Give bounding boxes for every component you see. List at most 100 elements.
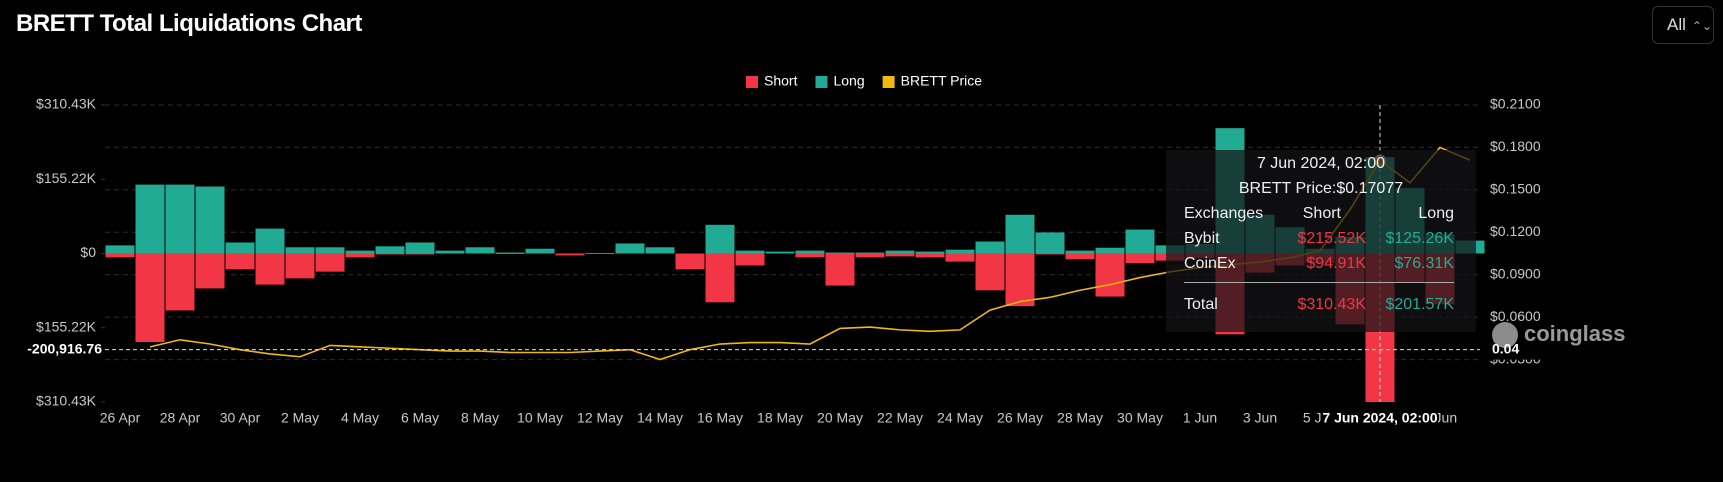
bar	[615, 243, 645, 254]
y-tick-label: $155.22K	[36, 318, 97, 334]
y2-tick-label: $0.1800	[1490, 138, 1541, 154]
bar	[645, 247, 675, 254]
x-tick-label: 10 May	[517, 410, 563, 426]
x-tick-label: 1 Jun	[1183, 410, 1217, 426]
bar	[1035, 253, 1065, 255]
bar	[1125, 229, 1155, 254]
bar	[855, 252, 885, 254]
legend-swatch	[815, 76, 828, 88]
tooltip-long: $76.31K	[1394, 255, 1454, 272]
bar	[945, 253, 975, 262]
bar	[705, 253, 735, 303]
range-dropdown[interactable]: All ⌃⌄	[1652, 6, 1714, 44]
tooltip-price: BRETT Price:$0.17077	[1238, 180, 1404, 197]
bar	[885, 253, 915, 257]
bar	[735, 253, 765, 266]
x-tick-label: 28 Apr	[160, 410, 201, 426]
bar	[105, 253, 135, 258]
crosshair-x-label: 7 Jun 2024, 02:00	[1322, 410, 1437, 426]
legend-swatch	[746, 76, 758, 88]
watermark-logo	[1492, 322, 1518, 348]
bar	[765, 251, 795, 254]
bar	[195, 186, 225, 254]
y-tick-label: $155.22K	[36, 170, 97, 186]
bar	[405, 253, 435, 255]
dropdown-caret[interactable]: ⌃⌄	[1691, 19, 1713, 33]
bar	[525, 248, 555, 254]
y2-tick-label: $0.2100	[1490, 96, 1541, 112]
bar	[195, 253, 225, 289]
bar	[375, 253, 405, 255]
x-tick-label: 8 May	[461, 410, 499, 426]
bar	[135, 184, 165, 254]
tooltip-exchange: Bybit	[1184, 230, 1220, 247]
bar	[825, 252, 855, 254]
bar	[555, 253, 585, 256]
bar	[225, 242, 255, 254]
bar	[435, 250, 465, 254]
bar	[1065, 250, 1095, 254]
x-tick-label: 30 May	[1117, 410, 1163, 426]
bar	[975, 253, 1005, 291]
bar	[315, 247, 345, 254]
x-tick-label: 26 Apr	[100, 410, 141, 426]
tooltip-short: $310.43K	[1297, 296, 1366, 313]
bar	[165, 184, 195, 254]
bar	[345, 253, 375, 258]
bar	[315, 253, 345, 272]
crosshair-label-bg	[1322, 408, 1438, 430]
chart-title: BRETT Total Liquidations Chart	[16, 10, 362, 37]
tooltip-header: Long	[1418, 205, 1454, 222]
y-tick-label: $310.43K	[36, 393, 97, 409]
x-tick-label: 12 May	[577, 410, 623, 426]
bar	[1065, 253, 1095, 260]
tooltip-short: $94.91K	[1306, 255, 1366, 272]
tooltip-title: 7 Jun 2024, 02:00	[1256, 155, 1386, 172]
y2-tick-label: $0.1500	[1490, 181, 1541, 197]
tooltip: 7 Jun 2024, 02:00 BRETT Price:$0.17077 E…	[1166, 150, 1476, 332]
tooltip-long: $125.26K	[1385, 230, 1454, 247]
bar	[795, 250, 825, 254]
crosshair-label-bg	[20, 339, 102, 360]
bar	[1125, 253, 1155, 264]
legend-label: Long	[833, 73, 864, 89]
bar	[1005, 253, 1035, 307]
watermark: coinglass	[1524, 321, 1625, 346]
x-tick-label: 2 May	[281, 410, 319, 426]
bar	[495, 252, 525, 254]
legend-label: BRETT Price	[901, 73, 983, 89]
tooltip-long: $201.57K	[1385, 296, 1454, 313]
bar	[915, 253, 945, 258]
bar	[825, 253, 855, 286]
bar	[855, 253, 885, 258]
x-tick-label: 3 Jun	[1243, 410, 1277, 426]
bar	[795, 253, 825, 258]
bar	[1005, 214, 1035, 254]
x-tick-label: 6 May	[401, 410, 439, 426]
bar	[1095, 253, 1125, 297]
bar	[375, 246, 405, 254]
bar	[105, 245, 135, 254]
bar	[135, 253, 165, 342]
bar	[285, 247, 315, 254]
crosshair-y-label: -200,916.76	[27, 340, 102, 356]
tooltip-header: Exchanges	[1184, 205, 1264, 222]
y-tick-label: $0	[80, 244, 96, 260]
legend-label: Short	[764, 73, 798, 89]
bar	[675, 253, 705, 270]
tooltip-total: Total	[1184, 296, 1218, 313]
bar	[975, 241, 1005, 254]
dropdown-value[interactable]: All	[1667, 15, 1686, 34]
x-tick-label: 20 May	[817, 410, 863, 426]
x-tick-label: 14 May	[637, 410, 683, 426]
bar	[735, 250, 765, 254]
y2-tick-label: $0.1200	[1490, 223, 1541, 239]
x-tick-label: 18 May	[757, 410, 803, 426]
tooltip-short: $215.52K	[1297, 230, 1366, 247]
y-tick-label: $310.43K	[36, 96, 97, 112]
bar	[885, 250, 915, 254]
bar	[705, 224, 735, 254]
x-tick-label: 30 Apr	[220, 410, 261, 426]
x-tick-label: 4 May	[341, 410, 379, 426]
